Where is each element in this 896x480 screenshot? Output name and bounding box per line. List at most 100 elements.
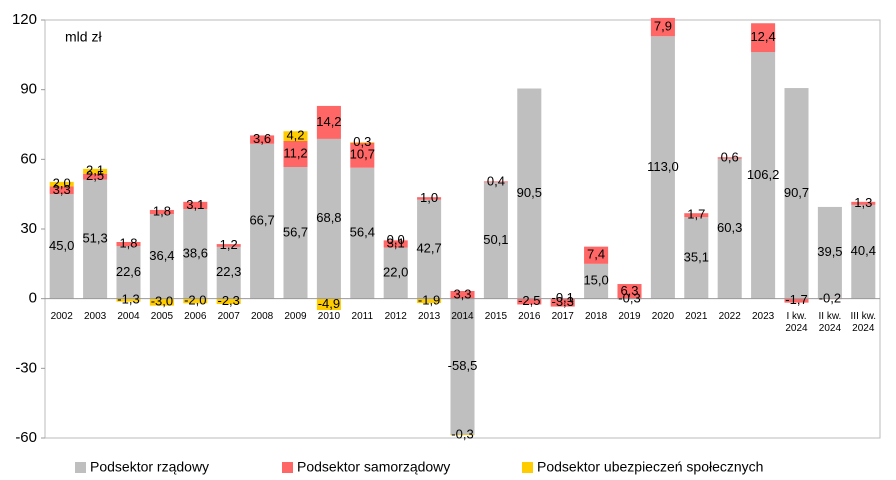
data-label: 1,7 <box>687 207 705 222</box>
x-tick-label: I kw. 2024 <box>785 310 808 334</box>
bar-segment <box>650 17 675 37</box>
bar-segment <box>83 168 108 174</box>
data-label: 3,3 <box>453 286 471 301</box>
legend-swatch <box>282 462 293 473</box>
data-label: 36,4 <box>149 248 174 263</box>
data-label: -1,7 <box>785 292 807 307</box>
bar-segment <box>250 135 275 144</box>
y-tick-label: -60 <box>15 429 37 446</box>
data-label: 1,0 <box>420 190 438 205</box>
unit-label: mld zł <box>65 29 102 45</box>
data-label: 1,3 <box>854 195 872 210</box>
x-tick-label: 2021 <box>685 310 708 322</box>
data-label: 1,8 <box>119 236 137 251</box>
data-label: -58,5 <box>448 358 478 373</box>
data-label: 50,1 <box>483 232 508 247</box>
x-tick-label: 2023 <box>751 310 775 322</box>
data-label: 40,4 <box>851 243 876 258</box>
x-tick-label: 2004 <box>117 310 140 322</box>
legend-label: Podsektor samorządowy <box>297 459 450 475</box>
bar-segment <box>183 201 208 210</box>
data-label: 11,2 <box>283 145 307 160</box>
legend-swatch <box>522 462 533 473</box>
x-tick-label: 2019 <box>618 310 641 322</box>
y-tick-label: 60 <box>20 150 37 167</box>
data-label: 39,5 <box>817 244 842 259</box>
x-tick-label: III kw. 2024 <box>850 310 877 334</box>
x-tick-label: 2008 <box>250 310 274 322</box>
bar-segment <box>450 434 475 436</box>
data-label: 2,5 <box>86 168 104 183</box>
bar-segment <box>49 181 74 187</box>
x-tick-label: 2006 <box>184 310 207 322</box>
x-tick-label: 2013 <box>417 310 441 322</box>
data-label: 42,7 <box>416 241 441 256</box>
x-tick-label: 2003 <box>83 310 107 322</box>
bar-segment <box>784 88 809 299</box>
bar-segment <box>684 213 709 218</box>
bar-segment <box>116 298 141 302</box>
x-tick-label: 2010 <box>317 310 341 322</box>
data-label: 14,2 <box>316 114 341 129</box>
x-tick-label: 2009 <box>284 310 307 322</box>
data-label: 35,1 <box>684 249 709 264</box>
bar-segment <box>316 138 341 299</box>
data-label: -1,3 <box>117 292 139 307</box>
bar-segment <box>316 298 341 311</box>
bar-segment <box>617 284 642 299</box>
bar-segment <box>717 157 742 159</box>
bar-segment <box>216 244 241 247</box>
bar-segment <box>851 201 876 205</box>
data-label: 0,0 <box>387 232 405 247</box>
data-label: 56,7 <box>283 224 308 239</box>
data-label: 22,3 <box>216 264 241 279</box>
data-label: -0,2 <box>819 290 841 305</box>
bar-segment <box>751 23 776 53</box>
data-label: 2,1 <box>86 163 104 178</box>
data-label: -3,0 <box>151 294 173 309</box>
y-tick-label: 120 <box>12 11 37 28</box>
bar-segment <box>417 199 442 299</box>
bar-segment <box>350 142 375 143</box>
legend-label: Podsektor ubezpieczeń społecznych <box>537 459 763 475</box>
x-tick-label: II kw. 2024 <box>818 310 842 334</box>
bar-segment <box>149 214 174 299</box>
data-label: -3,3 <box>551 294 573 309</box>
bar-segment <box>517 298 542 305</box>
x-tick-label: 2005 <box>150 310 174 322</box>
data-label: 38,6 <box>183 245 208 260</box>
bar-segment <box>250 143 275 299</box>
legend-label: Podsektor rządowy <box>90 459 209 475</box>
data-label: 106,2 <box>747 167 780 182</box>
data-label: 6,3 <box>620 283 638 298</box>
x-tick-label: 2007 <box>217 310 240 322</box>
data-label: -4,9 <box>318 296 340 311</box>
data-label: 10,7 <box>350 147 375 162</box>
data-label: 90,5 <box>517 185 542 200</box>
bar-segment <box>216 246 241 299</box>
bar-segment <box>417 298 442 304</box>
bar-segment <box>450 291 475 299</box>
data-label: 3,1 <box>186 197 204 212</box>
x-tick-label: 2014 <box>451 310 474 322</box>
data-label: 3,6 <box>253 131 271 146</box>
data-label: 7,9 <box>654 19 672 34</box>
bar-segment <box>183 209 208 299</box>
bar-segment <box>83 179 108 299</box>
bar-segment <box>149 209 174 215</box>
data-label: 4,2 <box>286 128 304 143</box>
data-label: 68,8 <box>316 210 341 225</box>
data-label: 45,0 <box>49 238 74 253</box>
bar-segment <box>183 298 208 304</box>
data-label: 56,4 <box>350 225 375 240</box>
bar-segment <box>350 167 375 299</box>
data-label: 7,4 <box>587 247 605 262</box>
y-tick-label: 30 <box>20 220 37 237</box>
bar-segment <box>383 247 408 299</box>
bar-segment <box>717 158 742 299</box>
bar-segment <box>49 186 74 195</box>
x-tick-label: 2022 <box>718 310 741 322</box>
data-label: 66,7 <box>249 213 274 228</box>
bar-segment <box>650 36 675 299</box>
bar-segment <box>483 181 508 183</box>
